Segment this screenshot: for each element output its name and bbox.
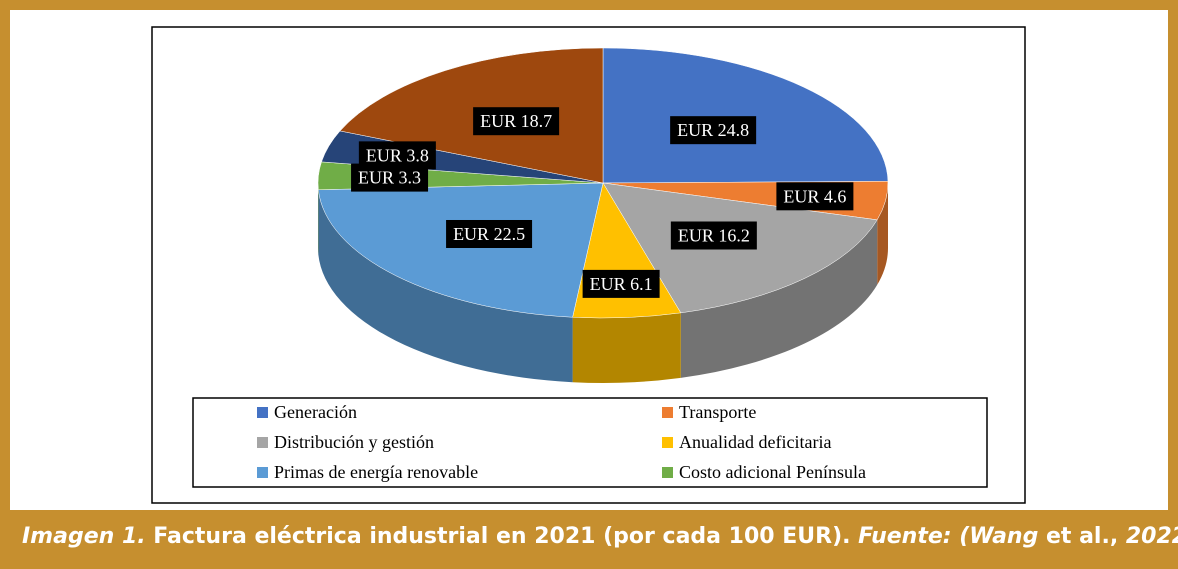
- data-label-bg: [446, 219, 533, 248]
- data-label-bg: [776, 182, 854, 211]
- legend-box: [192, 397, 988, 488]
- data-label: EUR 18.7: [480, 111, 552, 131]
- legend-swatch: [257, 467, 268, 478]
- data-label: EUR 22.5: [453, 224, 525, 244]
- data-label: EUR 3.8: [366, 145, 429, 165]
- data-label: EUR 16.2: [678, 226, 750, 246]
- slice-side: [572, 312, 681, 383]
- caption-source: 2022).: [1125, 524, 1178, 549]
- caption-source: et al.,: [1038, 524, 1126, 549]
- legend-label: Generación: [274, 402, 357, 422]
- slice: [602, 47, 889, 184]
- legend-label: Transporte: [679, 402, 756, 422]
- slice: [339, 47, 604, 184]
- caption-text: Factura eléctrica industrial en 2021 (po…: [145, 524, 859, 549]
- data-label-bg: [582, 269, 660, 298]
- legend-label: Primas de energía renovable: [274, 462, 478, 482]
- legend-label: Distribución y gestión: [274, 432, 434, 452]
- data-label-bg: [358, 141, 436, 170]
- legend-swatch: [257, 407, 268, 418]
- data-label: EUR 3.3: [358, 168, 421, 188]
- legend-swatch: [257, 437, 268, 448]
- slice-side: [680, 219, 878, 378]
- data-label: EUR 24.8: [677, 120, 749, 140]
- caption: Imagen 1. Factura eléctrica industrial e…: [22, 524, 1178, 549]
- data-label-bg: [670, 116, 757, 145]
- slice-side: [318, 189, 573, 383]
- data-label: EUR 6.1: [590, 274, 653, 294]
- legend-label: Anualidad deficitaria: [679, 432, 831, 452]
- legend-swatch: [662, 407, 673, 418]
- legend-swatch: [662, 437, 673, 448]
- legend-swatch: [662, 467, 673, 478]
- slice-side: [877, 183, 888, 285]
- data-label: EUR 4.6: [783, 186, 846, 206]
- data-label-bg: [473, 107, 560, 136]
- slice: [318, 182, 604, 318]
- data-label-bg: [670, 221, 757, 250]
- legend-label: Costo adicional Península: [679, 462, 866, 482]
- caption-label: Imagen 1.: [22, 524, 146, 549]
- caption-source: Fuente: (Wang: [858, 524, 1039, 549]
